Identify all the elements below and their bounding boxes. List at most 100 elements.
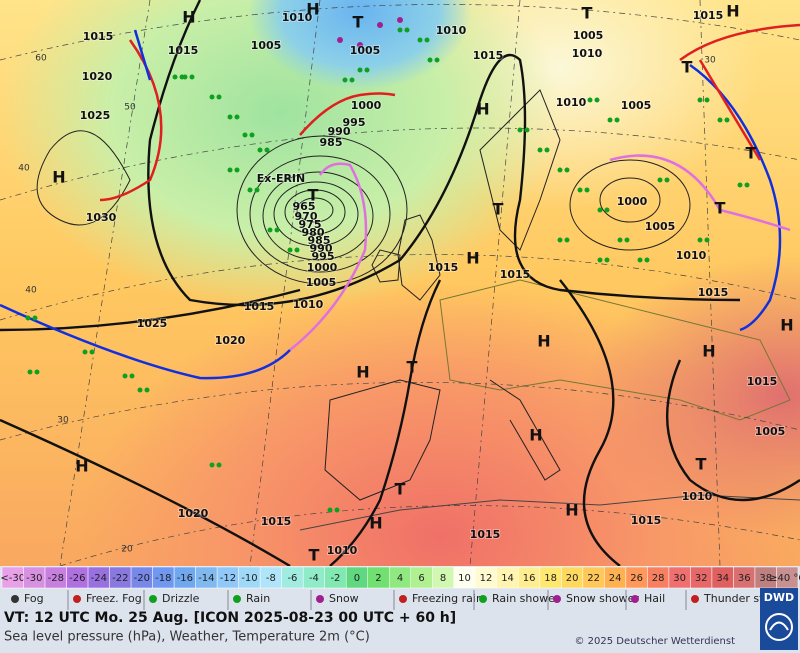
pressure-system: H <box>52 168 65 187</box>
rain-symbol <box>27 369 33 375</box>
scale-label: -12 <box>220 573 236 584</box>
isobar-label: 1005 <box>350 44 381 57</box>
rain-symbol <box>704 237 710 243</box>
pressure-system: H <box>356 363 369 382</box>
rain-symbol <box>247 187 253 193</box>
rain-symbol <box>227 167 233 173</box>
isobar-label: 1015 <box>428 261 459 274</box>
scale-label: 28 <box>652 573 665 584</box>
rain-symbol <box>564 167 570 173</box>
isobar-label: 995 <box>312 250 335 263</box>
snow-symbol <box>397 17 403 23</box>
scale-label: 6 <box>418 573 424 584</box>
weather-symbols <box>25 17 750 513</box>
scale-label: -10 <box>241 573 257 584</box>
rain-symbol <box>517 127 523 133</box>
rain-symbol <box>524 127 530 133</box>
rain-symbol <box>267 227 273 233</box>
graticule-label: 20 <box>121 545 133 555</box>
legend-icon <box>553 595 561 603</box>
rain-symbol <box>697 237 703 243</box>
isobar-label: 1010 <box>572 47 603 60</box>
isobar-label: 1015 <box>168 44 199 57</box>
scale-label: 36 <box>738 573 751 584</box>
legend-icon <box>11 595 19 603</box>
rain-symbol <box>82 349 88 355</box>
rain-symbol <box>637 257 643 263</box>
scale-label: -8 <box>266 573 276 584</box>
rain-symbol <box>417 37 423 43</box>
rain-symbol <box>587 97 593 103</box>
pressure-system: H <box>780 316 793 335</box>
pressure-system: H <box>537 332 550 351</box>
isobar-label: 1015 <box>631 514 662 527</box>
rain-symbol <box>234 167 240 173</box>
isobar-label: 1005 <box>755 425 786 438</box>
legend-label: Fog <box>24 592 44 605</box>
scale-label: 38 <box>759 573 772 584</box>
rain-symbol <box>122 373 128 379</box>
isobar-label: 1000 <box>351 99 382 112</box>
scale-label: 20 <box>566 573 579 584</box>
legend-label: Snow shower <box>566 592 639 605</box>
pressure-system: H <box>702 342 715 361</box>
scale-label: ≥40 °C <box>769 573 800 584</box>
rain-symbol <box>327 507 333 513</box>
pressure-system: H <box>466 249 479 268</box>
graticule-label: 50 <box>124 103 136 113</box>
scale-label: -26 <box>69 573 85 584</box>
pressure-system: T <box>746 144 757 163</box>
pressure-system: T <box>395 480 406 499</box>
scale-label: -16 <box>177 573 193 584</box>
pressure-system: H <box>476 100 489 119</box>
isobar-label: 1010 <box>676 249 707 262</box>
rain-symbol <box>189 74 195 80</box>
scale-label: 18 <box>544 573 557 584</box>
scale-label: 8 <box>440 573 446 584</box>
rain-symbol <box>172 74 178 80</box>
isobar-label: 980 <box>302 226 325 239</box>
isobar-label: 1015 <box>470 528 501 541</box>
scale-label: -30 <box>26 573 42 584</box>
legend-icon <box>479 595 487 603</box>
scale-label: 12 <box>480 573 493 584</box>
scale-label: 14 <box>501 573 514 584</box>
scale-label: 2 <box>375 573 381 584</box>
graticule-label: 40 <box>18 164 30 174</box>
rain-symbol <box>537 147 543 153</box>
rain-symbol <box>342 77 348 83</box>
scale-label: 24 <box>609 573 622 584</box>
legend-icon <box>399 595 407 603</box>
scale-label: -20 <box>134 573 150 584</box>
rain-symbol <box>614 117 620 123</box>
legend-label: Snow <box>329 592 359 605</box>
rain-symbol <box>597 257 603 263</box>
graticule-label: 60 <box>35 54 47 64</box>
isobar-label: 1010 <box>293 298 324 311</box>
scale-label: -28 <box>48 573 64 584</box>
rain-symbol <box>249 132 255 138</box>
rain-symbol <box>664 177 670 183</box>
rain-symbol <box>724 117 730 123</box>
rain-symbol <box>584 187 590 193</box>
isobar-label: 1015 <box>261 515 292 528</box>
thick-isobars <box>0 0 800 568</box>
rain-symbol <box>604 257 610 263</box>
rain-symbol <box>427 57 433 63</box>
isobar-label: 985 <box>308 234 331 247</box>
rain-symbol <box>287 247 293 253</box>
isobar-label: 1015 <box>747 375 778 388</box>
pressure-system: T <box>353 13 364 32</box>
rain-symbol <box>137 387 143 393</box>
legend-icon <box>149 595 157 603</box>
isobar-label: 1005 <box>621 99 652 112</box>
pressure-system: T <box>696 455 707 474</box>
pressure-system: H <box>565 501 578 520</box>
rain-symbol <box>557 237 563 243</box>
isobar-label: 985 <box>320 136 343 149</box>
isobar-label: 1005 <box>306 276 337 289</box>
snow-symbol <box>337 37 343 43</box>
storm-name: Ex-ERIN <box>257 172 305 185</box>
isobars <box>36 130 691 285</box>
